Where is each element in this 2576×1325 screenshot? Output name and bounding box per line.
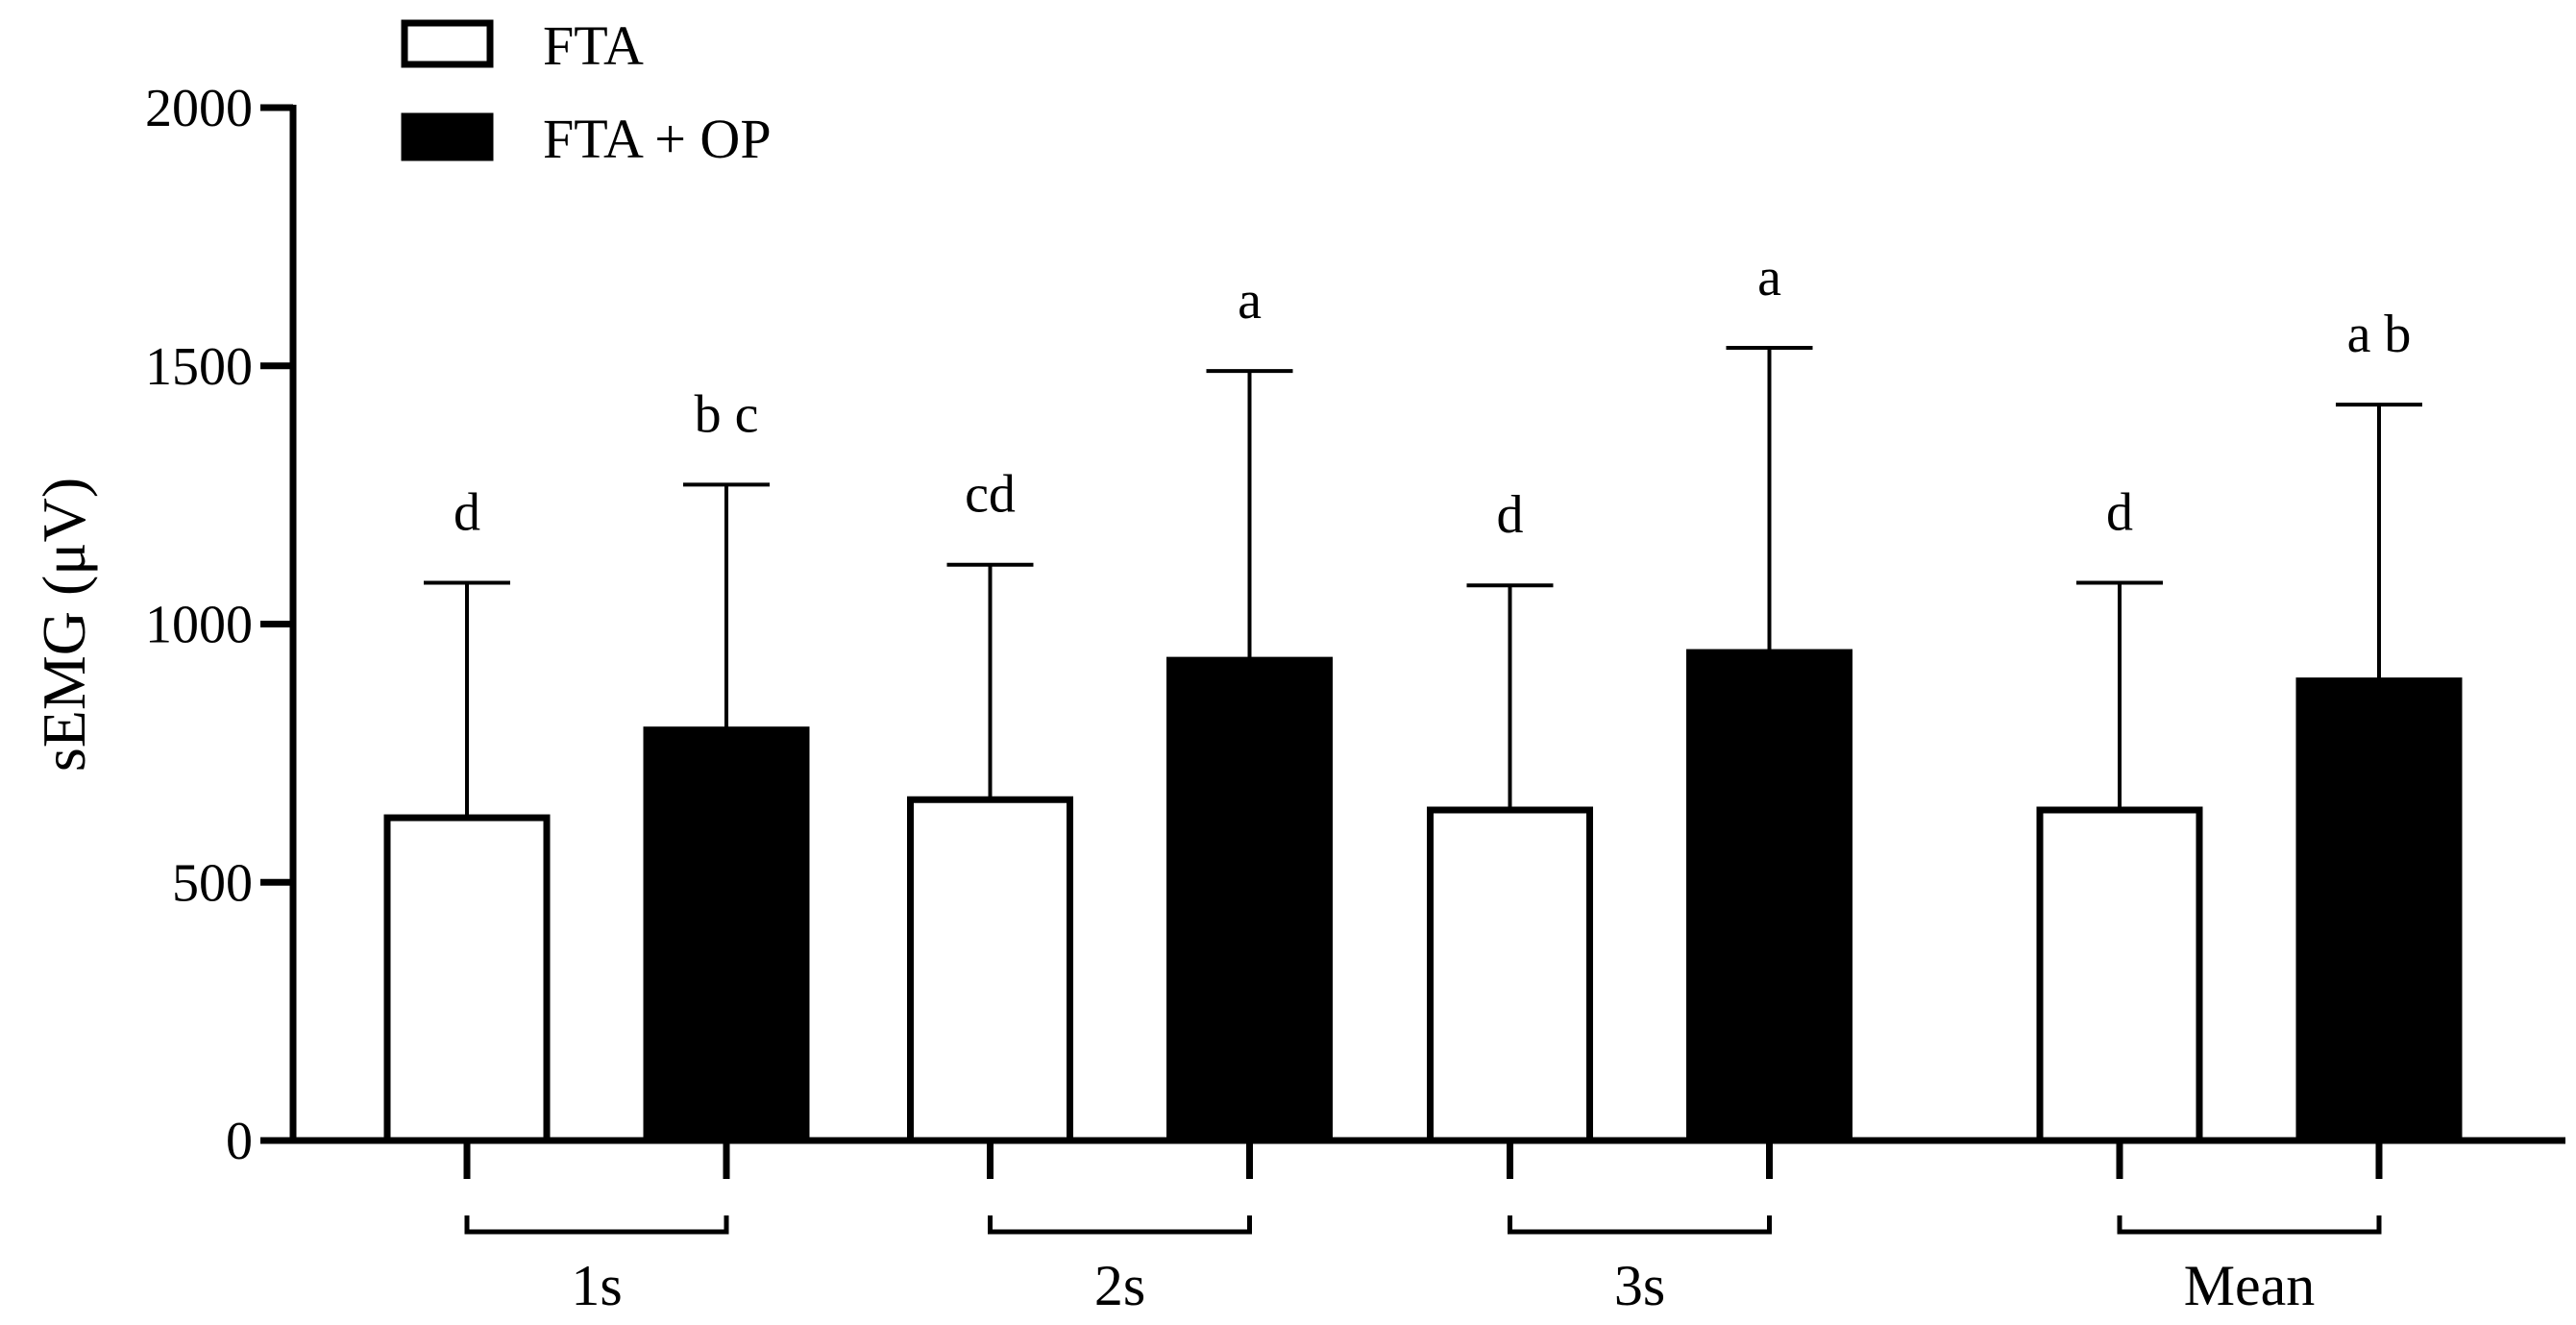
y-tick-label: 2000 — [145, 79, 253, 138]
significance-label: b c — [695, 384, 759, 444]
bar-2s-fta — [907, 796, 1073, 1144]
bar-3s-fta — [1427, 806, 1593, 1144]
bar-1s-fta — [383, 814, 551, 1144]
category-bracket — [464, 1215, 729, 1235]
x-category-label: 3s — [1614, 1254, 1665, 1317]
legend-label: FTA + OP — [543, 108, 772, 170]
significance-label: cd — [965, 465, 1016, 525]
category-bracket — [2117, 1215, 2382, 1235]
y-tick-label: 0 — [226, 1112, 253, 1171]
significance-label: d — [1497, 485, 1524, 545]
category-bracket — [988, 1215, 1252, 1235]
y-tick-label: 1500 — [145, 337, 253, 397]
significance-label: d — [2106, 483, 2133, 543]
x-category-label: 1s — [571, 1254, 622, 1317]
significance-label: a — [1238, 271, 1262, 331]
bar-3s-fta-op — [1686, 649, 1852, 1144]
category-bracket — [1508, 1215, 1772, 1235]
legend-swatch-fta — [401, 19, 494, 68]
bar-Mean-fta — [2036, 806, 2203, 1144]
bar-2s-fta-op — [1166, 656, 1333, 1144]
significance-label: d — [454, 483, 480, 543]
y-axis-title: sEMG (μV) — [30, 478, 98, 772]
x-category-label: Mean — [2184, 1254, 2316, 1317]
bar-1s-fta-op — [643, 726, 810, 1144]
x-category-label: 2s — [1094, 1254, 1145, 1317]
y-tick-label: 1000 — [145, 596, 253, 655]
legend-swatch-fta-op — [401, 112, 494, 161]
y-tick-label: 500 — [172, 853, 253, 913]
legend-label: FTA — [543, 14, 644, 77]
bar-Mean-fta-op — [2295, 677, 2463, 1144]
significance-label: a — [1757, 248, 1781, 307]
significance-label: a b — [2347, 305, 2412, 364]
